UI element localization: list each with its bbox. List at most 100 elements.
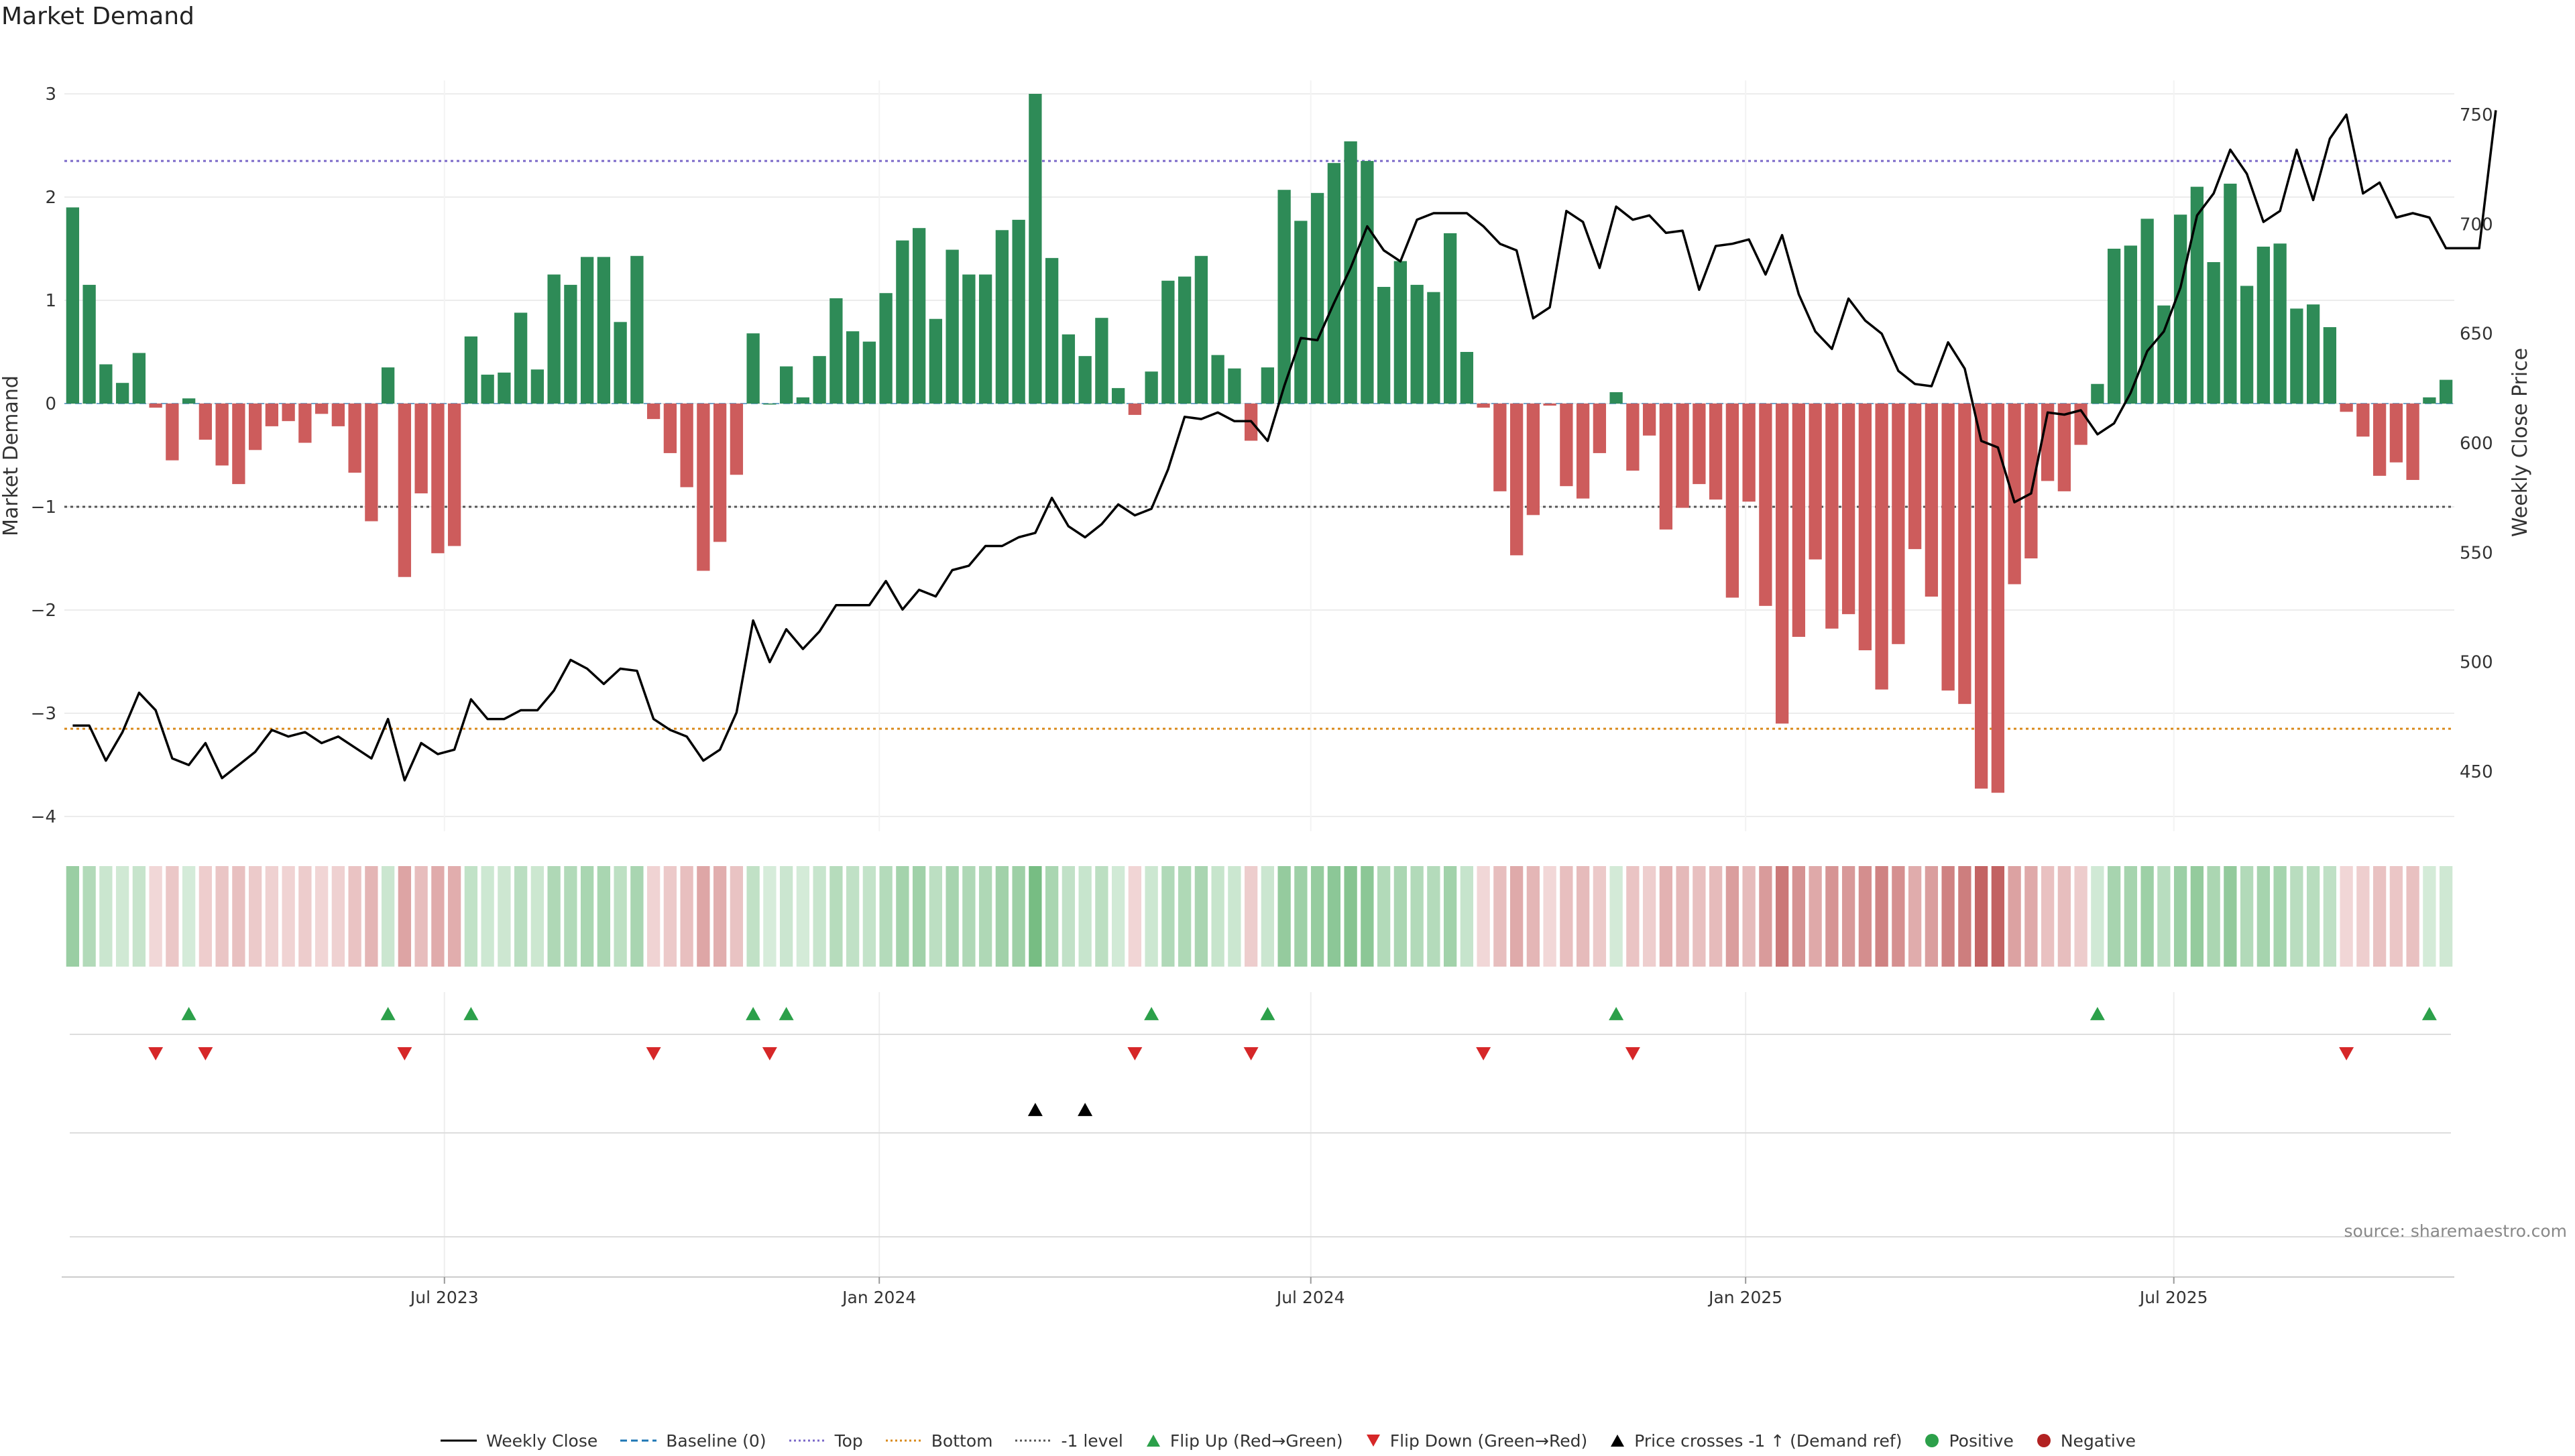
heat-strip-cell <box>398 866 412 967</box>
demand-bar-negative <box>1477 404 1490 408</box>
demand-bar-negative <box>1526 404 1540 515</box>
heat-strip-cell <box>198 866 213 967</box>
flip-down-marker <box>1243 1047 1259 1060</box>
demand-bar-positive <box>2240 286 2254 404</box>
heat-strip-cell <box>1261 866 1275 967</box>
heat-strip-cell <box>1825 866 1839 967</box>
demand-bar-negative <box>1128 404 1142 415</box>
heat-strip-cell <box>1228 866 1241 967</box>
heat-strip-cell <box>1095 866 1108 967</box>
demand-bar-positive <box>2173 215 2187 404</box>
heat-strip-cell <box>746 866 760 967</box>
heat-strip-cell <box>1609 866 1623 967</box>
demand-bar-positive <box>1377 286 1391 404</box>
heat-strip-cell <box>1111 866 1125 967</box>
heat-strip-cell <box>2356 866 2370 967</box>
heat-strip-cell <box>564 866 577 967</box>
heat-strip-cell <box>1393 866 1408 967</box>
heat-strip-cell <box>813 866 826 967</box>
heat-strip-cell <box>2256 866 2271 967</box>
heat-strip-cell <box>314 866 329 967</box>
heat-strip-cell <box>2306 866 2320 967</box>
legend-item: Flip Down (Green→Red) <box>1365 1431 1587 1451</box>
demand-bar-negative <box>1892 404 1905 644</box>
legend-swatch <box>1366 1435 1380 1447</box>
y-tick-label: 1 <box>45 291 56 311</box>
legend-item: Bottom <box>884 1431 993 1451</box>
heat-strip-cell <box>1443 866 1457 967</box>
legend-item: Positive <box>1923 1431 2014 1451</box>
demand-bar-positive <box>464 336 478 404</box>
heat-strip-cell <box>215 866 229 967</box>
heat-strip-cell <box>946 866 959 967</box>
demand-bar-negative <box>1560 404 1573 487</box>
heat-strip-cell <box>1310 866 1324 967</box>
legend-item: Baseline (0) <box>619 1431 766 1451</box>
heat-strip-cell <box>829 866 843 967</box>
demand-bar-negative <box>697 404 710 571</box>
demand-bar-negative <box>1725 404 1739 598</box>
y2-tick-label: 750 <box>2460 105 2493 125</box>
heat-strip-cell <box>580 866 594 967</box>
flip-up-marker <box>1260 1007 1275 1020</box>
heat-strip-cell <box>1941 866 1955 967</box>
heat-strip-cell <box>66 866 80 967</box>
demand-bar-positive <box>1460 352 1474 404</box>
price-cross-marker <box>1027 1103 1043 1116</box>
demand-bar-positive <box>1410 284 1424 404</box>
heat-strip-cell <box>779 866 793 967</box>
price-line-layer <box>72 110 2497 782</box>
heat-strip-cell <box>763 866 777 967</box>
demand-bar-negative <box>1858 404 1872 651</box>
heat-strip-cell <box>1178 866 1192 967</box>
demand-bar-positive <box>630 255 644 404</box>
heat-strip-cell <box>1526 866 1540 967</box>
weekly-close-line <box>72 110 2497 782</box>
flip-down-marker <box>1476 1047 1491 1060</box>
heat-strip-cell <box>2224 866 2237 967</box>
demand-bar-positive <box>879 293 893 404</box>
demand-bar-negative <box>1493 404 1507 491</box>
heat-strip-cell <box>862 866 876 967</box>
demand-bar-positive <box>1095 318 1108 404</box>
heat-strip-cell <box>630 866 644 967</box>
demand-bar-negative <box>282 404 295 422</box>
heat-strip-cell <box>265 866 279 967</box>
flip-up-marker <box>1144 1007 1159 1020</box>
legend: Weekly Close Baseline (0) Top Bottom -1 leve… <box>0 1425 2575 1456</box>
demand-bar-negative <box>2340 404 2353 412</box>
heat-strip-cell <box>2157 866 2171 967</box>
heat-strip-cell <box>713 866 727 967</box>
demand-bar-positive <box>1029 94 1042 404</box>
demand-bar-positive <box>2207 262 2220 404</box>
heat-strip-cell <box>2389 866 2403 967</box>
demand-bar-positive <box>1211 355 1224 404</box>
heat-strip-cell <box>2439 866 2453 967</box>
y2-tick-label: 550 <box>2460 543 2493 563</box>
demand-bar-positive <box>381 367 395 404</box>
heat-strip-cell <box>132 866 146 967</box>
demand-bar-positive <box>66 207 80 404</box>
heat-strip-cell <box>1145 866 1158 967</box>
heat-strip-cell <box>1742 866 1756 967</box>
heat-strip-cell <box>1460 866 1474 967</box>
flip-up-marker <box>779 1007 794 1020</box>
heat-strip-cell <box>232 866 245 967</box>
demand-bar-negative <box>2389 404 2403 463</box>
heat-strip-cell <box>2207 866 2220 967</box>
legend-swatch <box>440 1439 477 1442</box>
legend-label: Bottom <box>931 1431 993 1451</box>
heat-strip-cell <box>896 866 909 967</box>
x-tick-label: Jan 2025 <box>1707 1288 1782 1307</box>
y-tick-label: 2 <box>45 188 56 208</box>
heat-strip-cell <box>1725 866 1739 967</box>
demand-bar-negative <box>1841 404 1855 615</box>
heat-strip-cell <box>1958 866 1971 967</box>
heat-strip-cell <box>1477 866 1490 967</box>
legend-swatch <box>1015 1439 1052 1442</box>
flip-down-marker <box>646 1047 661 1060</box>
y-tick-label: 3 <box>45 84 56 105</box>
heat-strip-cell <box>1493 866 1507 967</box>
demand-bar-negative <box>1974 404 1988 789</box>
legend-item: -1 level <box>1014 1431 1123 1451</box>
